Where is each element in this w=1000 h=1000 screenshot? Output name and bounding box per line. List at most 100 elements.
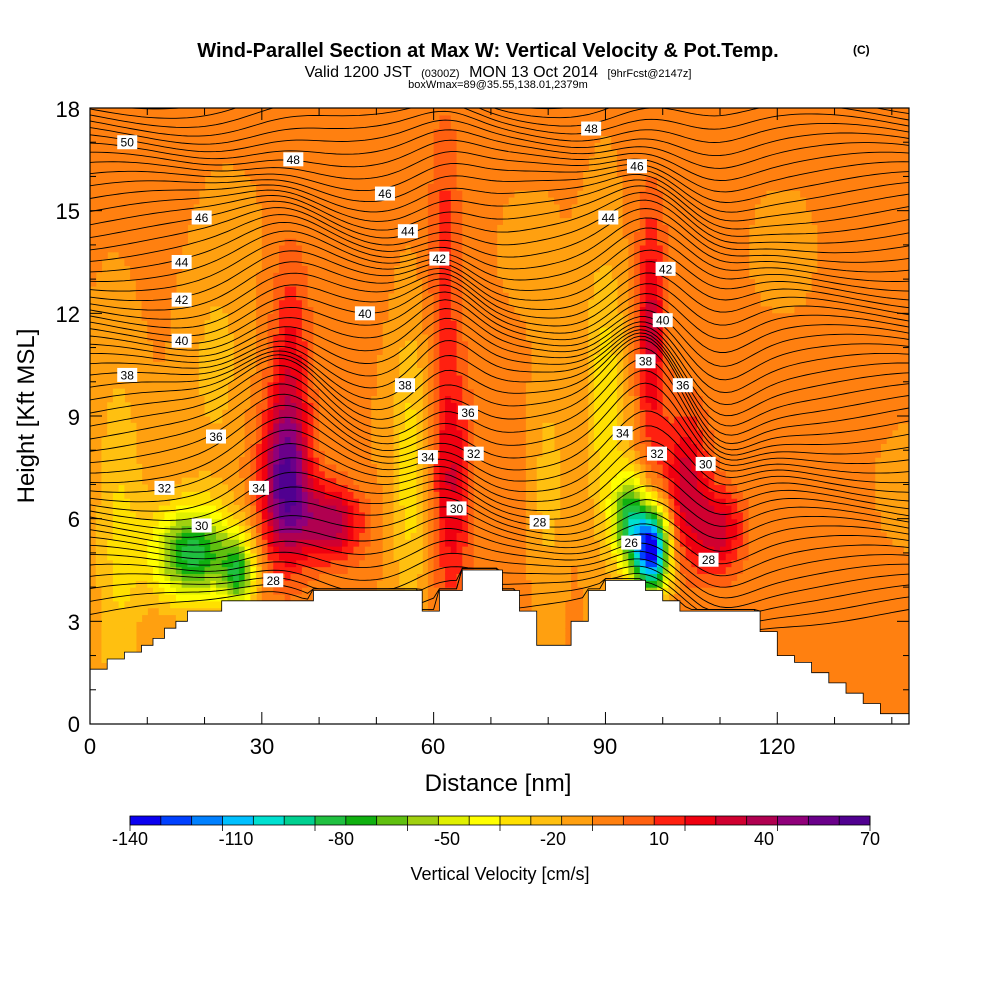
velocity-cell: [427, 525, 435, 533]
velocity-cell: [336, 272, 343, 280]
velocity-cell: [290, 272, 297, 280]
velocity-cell: [399, 149, 406, 157]
velocity-cell: [353, 292, 360, 301]
velocity-cell: [433, 333, 440, 342]
velocity-cell: [462, 368, 469, 376]
velocity-cell: [462, 121, 469, 130]
velocity-cell: [233, 559, 240, 568]
velocity-cell: [427, 573, 435, 581]
velocity-cell: [130, 573, 137, 581]
velocity-cell: [279, 320, 286, 328]
velocity-cell: [118, 648, 125, 657]
velocity-cell: [273, 416, 280, 424]
velocity-cell: [296, 518, 303, 527]
velocity-cell: [364, 327, 372, 335]
velocity-cell: [279, 436, 286, 444]
velocity-cell: [301, 285, 309, 294]
velocity-cell: [221, 546, 229, 554]
velocity-cell: [135, 176, 143, 184]
velocity-cell: [485, 546, 492, 554]
velocity-cell: [290, 518, 297, 527]
velocity-cell: [439, 388, 446, 397]
velocity-cell: [473, 422, 481, 431]
velocity-cell: [284, 402, 292, 410]
velocity-cell: [244, 559, 251, 568]
velocity-cell: [450, 169, 458, 178]
velocity-cell: [456, 546, 463, 554]
velocity-cell: [233, 552, 240, 561]
velocity-cell: [164, 587, 171, 595]
velocity-cell: [267, 532, 274, 540]
velocity-cell: [141, 231, 148, 239]
velocity-cell: [319, 114, 326, 123]
velocity-cell: [336, 114, 343, 123]
velocity-cell: [399, 443, 406, 451]
velocity-cell: [473, 327, 481, 335]
velocity-cell: [193, 546, 200, 554]
velocity-cell: [422, 155, 429, 164]
velocity-cell: [347, 422, 355, 431]
velocity-cell: [393, 162, 400, 171]
velocity-cell: [227, 333, 234, 342]
velocity-cell: [118, 511, 125, 520]
velocity-cell: [427, 539, 435, 547]
velocity-cell: [193, 176, 200, 184]
velocity-cell: [107, 176, 114, 184]
velocity-cell: [405, 504, 412, 513]
velocity-cell: [439, 279, 446, 287]
velocity-cell: [164, 518, 171, 527]
velocity-cell: [342, 196, 349, 205]
velocity-cell: [364, 546, 372, 554]
velocity-cell: [301, 368, 309, 376]
velocity-cell: [112, 135, 120, 143]
velocity-cell: [387, 162, 395, 171]
velocity-cell: [112, 429, 120, 438]
velocity-cell: [370, 361, 377, 369]
velocity-cell: [175, 238, 183, 246]
velocity-cell: [107, 511, 114, 520]
velocity-cell: [336, 422, 343, 431]
velocity-cell: [175, 546, 183, 554]
velocity-cell: [405, 525, 412, 533]
velocity-cell: [330, 532, 337, 540]
velocity-cell: [387, 231, 395, 239]
velocity-cell: [130, 203, 137, 212]
velocity-cell: [101, 142, 108, 150]
velocity-cell: [153, 231, 160, 239]
velocity-cell: [301, 176, 309, 184]
velocity-cell: [456, 395, 463, 403]
velocity-cell: [221, 327, 229, 335]
velocity-cell: [319, 196, 326, 205]
velocity-cell: [273, 477, 280, 486]
velocity-cell: [273, 114, 280, 123]
velocity-cell: [450, 552, 458, 561]
velocity-cell: [187, 210, 194, 219]
velocity-cell: [244, 532, 251, 540]
velocity-cell: [284, 265, 292, 273]
velocity-cell: [479, 149, 486, 157]
velocity-cell: [141, 128, 148, 136]
velocity-cell: [496, 402, 503, 410]
velocity-cell: [107, 525, 114, 533]
velocity-cell: [427, 135, 435, 143]
velocity-cell: [187, 183, 194, 191]
velocity-cell: [410, 429, 418, 438]
velocity-cell: [496, 361, 503, 369]
velocity-cell: [353, 203, 360, 212]
velocity-cell: [267, 203, 274, 212]
velocity-cell: [485, 477, 492, 486]
velocity-cell: [347, 347, 355, 355]
velocity-cell: [405, 552, 412, 561]
velocity-cell: [462, 114, 469, 123]
velocity-cell: [439, 292, 446, 301]
velocity-cell: [118, 573, 125, 581]
velocity-cell: [336, 155, 343, 164]
velocity-cell: [416, 429, 423, 438]
velocity-cell: [410, 416, 418, 424]
velocity-cell: [216, 368, 223, 376]
velocity-cell: [376, 491, 383, 499]
velocity-cell: [479, 402, 486, 410]
velocity-cell: [359, 285, 366, 294]
velocity-cell: [330, 299, 337, 308]
velocity-cell: [387, 224, 395, 232]
